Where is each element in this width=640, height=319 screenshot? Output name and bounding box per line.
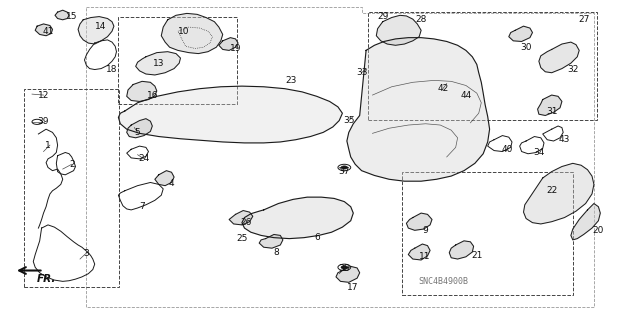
Polygon shape xyxy=(229,211,253,225)
Polygon shape xyxy=(161,13,223,54)
Text: 43: 43 xyxy=(559,135,570,144)
Polygon shape xyxy=(78,17,114,44)
Polygon shape xyxy=(376,15,421,45)
Polygon shape xyxy=(155,171,174,186)
Text: 21: 21 xyxy=(471,251,483,260)
Text: 27: 27 xyxy=(578,15,589,24)
Polygon shape xyxy=(127,119,152,138)
Polygon shape xyxy=(336,266,360,282)
Text: 6: 6 xyxy=(315,233,320,242)
Text: 2: 2 xyxy=(69,160,74,169)
Polygon shape xyxy=(136,52,180,75)
Polygon shape xyxy=(127,81,157,101)
Text: 28: 28 xyxy=(415,15,427,24)
Text: 23: 23 xyxy=(285,76,297,85)
Polygon shape xyxy=(524,163,594,224)
Polygon shape xyxy=(118,86,342,143)
Text: 1: 1 xyxy=(45,141,51,150)
Text: 32: 32 xyxy=(567,65,579,74)
Text: 7: 7 xyxy=(140,202,145,211)
Text: 18: 18 xyxy=(106,65,118,74)
Text: 16: 16 xyxy=(147,91,158,100)
Polygon shape xyxy=(219,38,238,50)
Text: 42: 42 xyxy=(437,84,449,93)
Text: 17: 17 xyxy=(347,283,358,292)
Text: 8: 8 xyxy=(274,248,279,257)
Text: 9: 9 xyxy=(423,226,428,235)
Text: 5: 5 xyxy=(135,128,140,137)
Bar xyxy=(402,172,573,295)
Text: 37: 37 xyxy=(339,167,350,176)
Circle shape xyxy=(341,266,348,269)
Text: 34: 34 xyxy=(533,148,545,157)
Polygon shape xyxy=(35,24,52,36)
Polygon shape xyxy=(55,10,69,20)
Polygon shape xyxy=(347,38,490,181)
Polygon shape xyxy=(539,42,579,73)
Polygon shape xyxy=(406,213,432,230)
Bar xyxy=(24,89,119,287)
Bar xyxy=(118,17,237,104)
Text: 39: 39 xyxy=(38,117,49,126)
Text: 26: 26 xyxy=(241,218,252,227)
Text: 13: 13 xyxy=(153,59,164,68)
Text: 12: 12 xyxy=(38,91,49,100)
Text: 25: 25 xyxy=(236,234,248,243)
Polygon shape xyxy=(538,95,562,115)
Text: 33: 33 xyxy=(356,68,367,77)
Text: 29: 29 xyxy=(377,12,388,21)
Text: 24: 24 xyxy=(138,154,150,163)
Text: 40: 40 xyxy=(501,145,513,154)
Text: 41: 41 xyxy=(42,27,54,36)
Text: 14: 14 xyxy=(95,22,107,31)
Circle shape xyxy=(341,166,348,169)
Polygon shape xyxy=(242,197,353,239)
Text: SNC4B4900B: SNC4B4900B xyxy=(418,277,468,286)
Text: 22: 22 xyxy=(546,186,557,195)
Text: 44: 44 xyxy=(460,91,472,100)
Text: 20: 20 xyxy=(593,226,604,235)
Polygon shape xyxy=(449,241,474,259)
Polygon shape xyxy=(509,26,532,41)
Text: 35: 35 xyxy=(343,116,355,125)
Text: 11: 11 xyxy=(419,252,430,261)
Bar xyxy=(368,12,597,120)
Text: 30: 30 xyxy=(520,43,532,52)
Text: 4: 4 xyxy=(169,179,174,188)
Polygon shape xyxy=(408,244,430,260)
Polygon shape xyxy=(259,234,283,248)
Polygon shape xyxy=(571,204,600,240)
Text: 19: 19 xyxy=(230,44,241,53)
Text: 38: 38 xyxy=(339,264,350,273)
Text: FR.: FR. xyxy=(37,274,56,284)
Text: 31: 31 xyxy=(546,107,557,115)
Text: 10: 10 xyxy=(178,27,189,36)
Text: 15: 15 xyxy=(66,12,77,21)
Text: 3: 3 xyxy=(83,249,88,258)
